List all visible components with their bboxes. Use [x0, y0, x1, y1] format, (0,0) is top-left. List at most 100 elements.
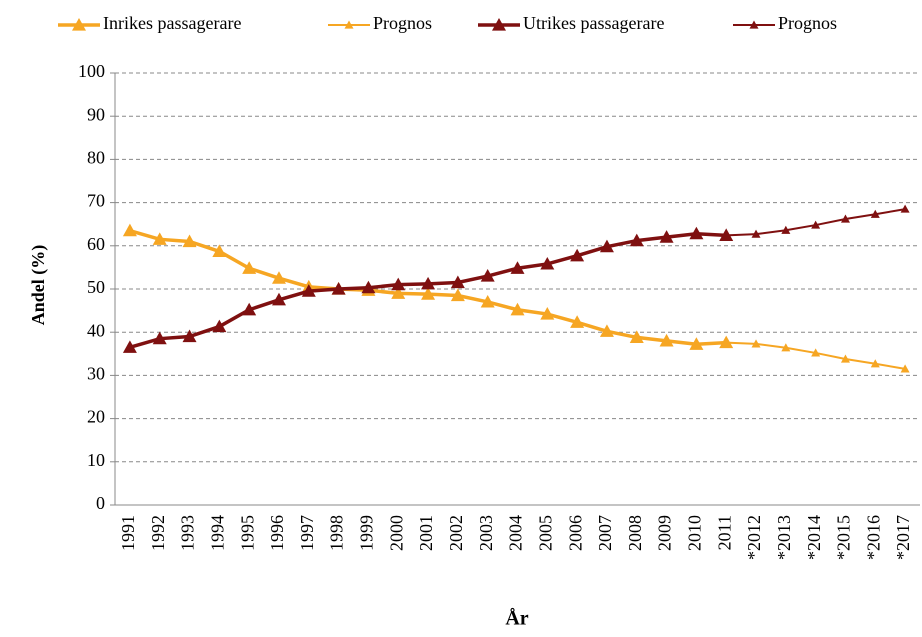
x-tick-label: 1999	[357, 515, 377, 551]
point-marker	[212, 244, 227, 258]
point-marker	[480, 269, 495, 282]
point-marker	[301, 284, 316, 297]
point-marker	[361, 280, 376, 294]
point-marker	[122, 340, 137, 353]
y-tick-label: 100	[78, 61, 105, 81]
x-tick-label: *2015	[834, 515, 854, 560]
point-marker	[570, 248, 585, 262]
legend-label: Prognos	[373, 13, 432, 33]
y-tick-label: 30	[87, 364, 105, 384]
y-tick-label: 20	[87, 407, 105, 427]
point-marker	[570, 315, 585, 328]
point-marker	[599, 324, 614, 337]
point-marker	[242, 302, 257, 316]
point-marker	[450, 288, 465, 302]
x-tick-label: *2017	[893, 515, 913, 560]
point-marker	[840, 214, 850, 223]
point-marker	[629, 330, 644, 343]
x-tick-label: *2014	[804, 515, 824, 560]
x-tick-label: 2007	[595, 515, 615, 551]
legend-label: Inrikes passagerare	[103, 13, 241, 33]
point-marker	[152, 232, 167, 245]
legend-label: Prognos	[778, 13, 837, 33]
point-marker	[271, 271, 286, 284]
point-marker	[689, 226, 704, 240]
y-tick-label: 10	[87, 450, 105, 470]
x-axis-label: År	[505, 607, 528, 630]
point-marker	[659, 230, 674, 243]
x-tick-label: 1993	[178, 515, 198, 551]
point-marker	[212, 319, 227, 333]
point-marker	[870, 359, 880, 368]
y-tick-label: 90	[87, 104, 105, 124]
y-tick-label: 40	[87, 320, 105, 340]
y-axis-label: Andel (%)	[28, 245, 49, 326]
point-marker	[540, 307, 555, 320]
point-marker	[152, 331, 167, 345]
point-marker	[900, 204, 910, 213]
point-marker	[391, 277, 406, 291]
point-marker	[450, 275, 465, 289]
x-tick-label: 2000	[386, 515, 406, 551]
x-tick-label: 1994	[207, 515, 227, 551]
point-marker	[421, 276, 436, 290]
point-marker	[811, 220, 821, 229]
point-marker	[510, 302, 525, 316]
point-marker	[629, 233, 644, 247]
x-tick-label: 1996	[267, 515, 287, 551]
y-tick-label: 50	[87, 277, 105, 297]
point-marker	[271, 292, 286, 306]
legend-marker	[749, 20, 759, 29]
x-tick-label: 1997	[297, 515, 317, 551]
point-marker	[751, 229, 761, 238]
legend-marker	[492, 18, 506, 31]
x-tick-label: 2008	[625, 515, 645, 551]
x-tick-label: 1995	[237, 515, 257, 551]
x-tick-label: *2012	[744, 515, 764, 560]
x-tick-label: 2006	[565, 515, 585, 551]
point-marker	[900, 364, 910, 373]
legend-label: Utrikes passagerare	[523, 13, 664, 33]
x-tick-label: *2013	[774, 515, 794, 560]
point-marker	[840, 354, 850, 363]
point-marker	[242, 261, 257, 274]
point-marker	[391, 286, 406, 299]
y-tick-label: 70	[87, 191, 105, 211]
point-marker	[599, 239, 614, 253]
x-tick-label: 2004	[506, 515, 526, 551]
x-tick-label: *2016	[863, 515, 883, 560]
point-marker	[870, 209, 880, 218]
x-tick-label: 2001	[416, 515, 436, 551]
point-marker	[721, 338, 731, 347]
point-marker	[781, 343, 791, 352]
point-marker	[421, 287, 436, 300]
point-marker	[751, 339, 761, 348]
legend-marker	[344, 20, 354, 29]
x-tick-label: 2002	[446, 515, 466, 551]
y-tick-label: 60	[87, 234, 105, 254]
point-marker	[811, 348, 821, 357]
y-tick-label: 80	[87, 148, 105, 168]
point-marker	[659, 333, 674, 347]
point-marker	[510, 261, 525, 274]
point-marker	[540, 256, 555, 270]
point-marker	[781, 225, 791, 234]
x-tick-label: 2011	[714, 515, 734, 550]
legend-marker	[72, 18, 86, 31]
x-tick-label: 2010	[685, 515, 705, 551]
point-marker	[331, 282, 346, 295]
x-tick-label: 1992	[148, 515, 168, 551]
point-marker	[689, 337, 704, 350]
x-tick-label: 2005	[535, 515, 555, 551]
x-tick-label: 2009	[655, 515, 675, 551]
point-marker	[480, 294, 495, 308]
point-marker	[122, 223, 137, 237]
point-marker	[721, 230, 731, 240]
point-marker	[182, 329, 197, 343]
x-tick-label: 1991	[118, 515, 138, 551]
y-tick-label: 0	[96, 493, 105, 513]
x-tick-label: 1998	[327, 515, 347, 551]
point-marker	[182, 234, 197, 248]
x-tick-label: 2003	[476, 515, 496, 551]
